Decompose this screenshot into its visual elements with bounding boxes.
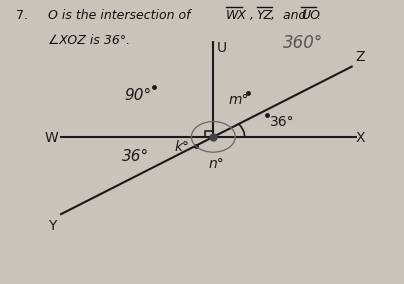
Text: 36°: 36°: [270, 114, 294, 129]
Text: W: W: [44, 131, 58, 145]
Text: O is the intersection of: O is the intersection of: [48, 9, 195, 22]
Text: ,: ,: [246, 9, 259, 22]
Text: YZ: YZ: [257, 9, 273, 22]
Text: ∠XOZ is 36°.: ∠XOZ is 36°.: [48, 34, 130, 47]
Text: 36°: 36°: [122, 149, 149, 164]
Text: X: X: [356, 131, 365, 145]
Text: WX: WX: [226, 9, 247, 22]
Text: ,  and: , and: [271, 9, 311, 22]
Text: 90°: 90°: [124, 88, 152, 103]
Text: UO: UO: [301, 9, 320, 22]
Text: n°: n°: [208, 156, 224, 170]
Text: Z: Z: [356, 50, 365, 64]
Text: Y: Y: [48, 219, 57, 233]
Text: U: U: [217, 41, 227, 55]
Text: .: .: [316, 9, 320, 22]
Text: m°: m°: [228, 93, 248, 107]
Text: 360°: 360°: [283, 34, 323, 52]
Text: 7.: 7.: [16, 9, 28, 22]
Text: k°: k°: [175, 140, 190, 154]
